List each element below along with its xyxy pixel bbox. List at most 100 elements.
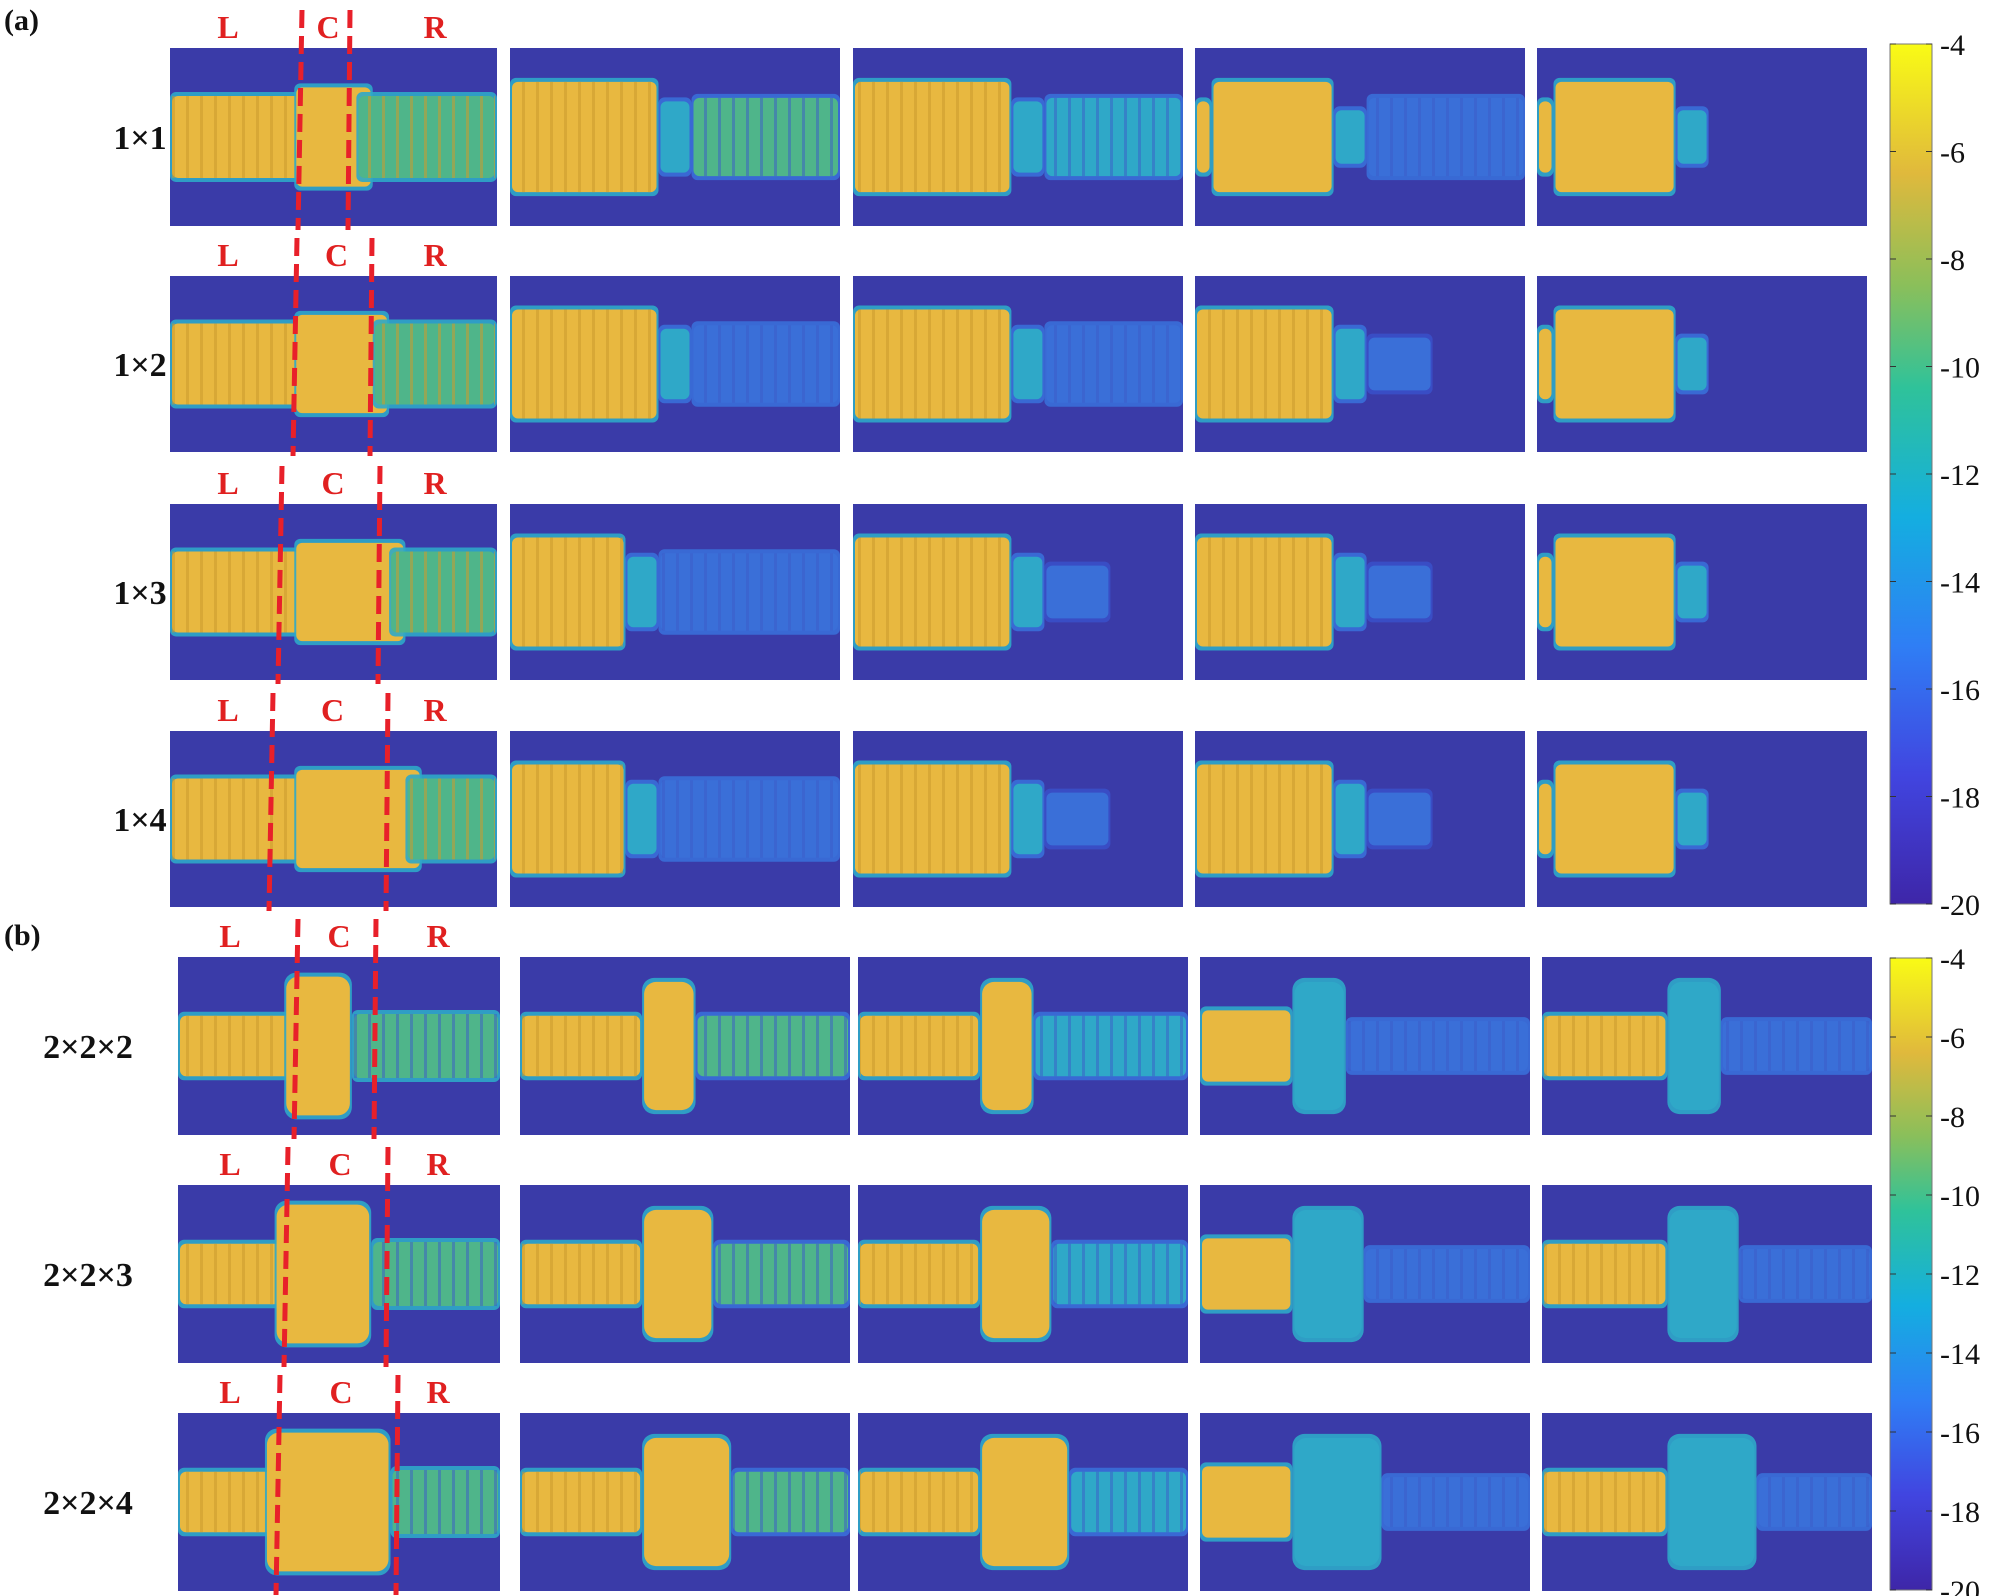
- field-texture: [693, 325, 838, 403]
- field-band: [627, 556, 657, 628]
- region-divider: [383, 1146, 391, 1368]
- field-texture: [697, 1015, 848, 1077]
- field-texture: [855, 81, 1010, 193]
- colorbar-tick-label: -4: [1940, 29, 1965, 62]
- heatmap-panel: [1537, 731, 1867, 907]
- field-band: [1335, 328, 1365, 400]
- field-band: [660, 101, 690, 173]
- heatmap-panel: [510, 48, 840, 226]
- field-texture: [860, 1015, 979, 1077]
- heatmap-panel: [170, 504, 497, 680]
- field-band: [1368, 565, 1431, 619]
- heatmap-panel: [1195, 48, 1525, 226]
- field-band: [1669, 1437, 1755, 1567]
- heatmap-panel: [510, 731, 840, 907]
- region-label-right: R: [426, 1146, 450, 1182]
- field-texture: [1046, 97, 1181, 177]
- field-band: [1368, 337, 1431, 391]
- region-label-center: C: [316, 9, 339, 45]
- heatmap-panel: [1537, 48, 1867, 226]
- heatmap-panel: [858, 957, 1188, 1135]
- field-texture: [1197, 537, 1332, 647]
- field-texture: [1053, 1243, 1186, 1305]
- row-label: 1×4: [113, 802, 166, 839]
- colorbar-tick-label: -12: [1940, 459, 1980, 492]
- field-texture: [1758, 1477, 1870, 1527]
- field-texture: [522, 1015, 641, 1077]
- heatmap-panel: [170, 731, 497, 907]
- field-band: [296, 87, 371, 187]
- colorbar-tick-label: -20: [1940, 889, 1980, 922]
- region-divider: [290, 237, 300, 457]
- field-texture: [172, 96, 311, 178]
- colorbar-tick-label: -8: [1940, 244, 1965, 277]
- row-label: 1×1: [113, 120, 166, 157]
- field-band: [1202, 1010, 1291, 1082]
- heatmap-panel: [170, 48, 497, 226]
- field-texture: [512, 309, 657, 419]
- field-texture: [172, 323, 316, 405]
- heatmap-panel: [853, 504, 1183, 680]
- field-band: [266, 1432, 389, 1572]
- field-texture: [1347, 1021, 1528, 1071]
- heatmap-panel: [520, 1185, 850, 1363]
- heatmap-panel: [1195, 276, 1525, 452]
- heatmap-panel: [178, 1185, 500, 1363]
- field-texture: [1365, 1249, 1528, 1299]
- field-texture: [693, 97, 838, 177]
- heatmap-panel: [520, 957, 850, 1135]
- field-band: [296, 542, 404, 642]
- region-label-center: C: [321, 692, 344, 728]
- field-band: [1555, 537, 1674, 647]
- field-band: [1669, 981, 1719, 1111]
- region-label-center: C: [325, 237, 348, 273]
- field-band: [296, 769, 420, 869]
- region-label-right: R: [423, 465, 447, 501]
- field-band: [660, 328, 690, 400]
- field-band: [1202, 1238, 1291, 1310]
- region-divider: [345, 9, 353, 231]
- field-texture: [373, 1241, 498, 1307]
- field-texture: [855, 309, 1010, 419]
- field-texture: [1722, 1021, 1870, 1071]
- field-texture: [512, 81, 657, 193]
- field-texture: [392, 1469, 498, 1535]
- field-texture: [1544, 1015, 1666, 1077]
- field-texture: [1035, 1015, 1186, 1077]
- colorbar-tick-label: -18: [1940, 782, 1980, 815]
- region-divider: [367, 237, 375, 457]
- region-label-left: L: [217, 465, 238, 501]
- field-band: [1013, 556, 1043, 628]
- field-texture: [358, 96, 495, 178]
- field-texture: [715, 1243, 848, 1305]
- region-divider: [393, 1374, 401, 1596]
- region-label-center: C: [327, 918, 350, 954]
- field-texture: [660, 780, 838, 858]
- panel-label-a: (a): [4, 4, 39, 37]
- colorbar-tick-label: -10: [1940, 352, 1980, 385]
- heatmap-panel: [1200, 1185, 1530, 1363]
- field-band: [982, 981, 1032, 1111]
- heatmap-panel: [178, 957, 500, 1135]
- region-label-left: L: [219, 918, 240, 954]
- field-band: [1677, 792, 1707, 846]
- field-texture: [1368, 97, 1523, 177]
- field-band: [1677, 110, 1707, 164]
- field-band: [1294, 981, 1344, 1111]
- field-texture: [855, 764, 1010, 874]
- field-band: [1555, 309, 1674, 419]
- heatmap-panel: [1537, 504, 1867, 680]
- field-band: [1202, 1466, 1291, 1538]
- region-divider: [266, 692, 276, 912]
- colorbar-tick-label: -14: [1940, 1338, 1980, 1371]
- field-texture: [733, 1471, 848, 1533]
- region-label-center: C: [329, 1374, 352, 1410]
- colorbar: [1889, 43, 1933, 905]
- field-band: [644, 981, 694, 1111]
- colorbar-tick-label: -16: [1940, 674, 1980, 707]
- field-band: [1013, 783, 1043, 855]
- field-band: [1539, 783, 1552, 855]
- heatmap-panel: [1542, 1413, 1872, 1591]
- field-band: [644, 1209, 712, 1339]
